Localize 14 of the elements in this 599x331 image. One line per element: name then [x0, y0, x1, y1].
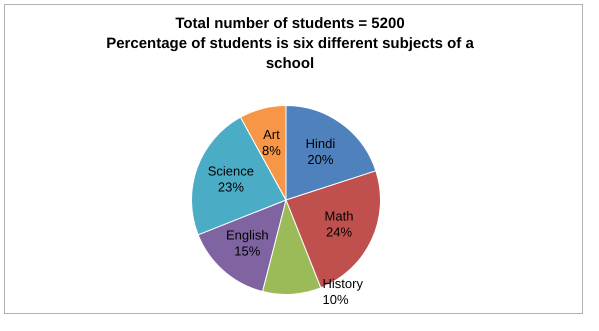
slice-label: Hindi — [306, 136, 336, 152]
slice-label: Science — [208, 164, 254, 179]
slice-label: Math — [324, 208, 354, 224]
chart-subtitle: Percentage of students is six different subjects of a school — [105, 34, 475, 74]
data-label: 15% — [234, 244, 261, 259]
slice-label: English — [226, 228, 269, 243]
data-label: 10% — [322, 292, 349, 307]
data-label: 20% — [307, 152, 334, 168]
data-label: 23% — [218, 180, 244, 195]
slice-label: Art — [263, 126, 280, 142]
data-label: 8% — [262, 142, 282, 158]
data-label: 24% — [326, 224, 352, 240]
slice-label: History — [322, 276, 364, 291]
chart-title: Total number of students = 5200 — [174, 14, 406, 34]
